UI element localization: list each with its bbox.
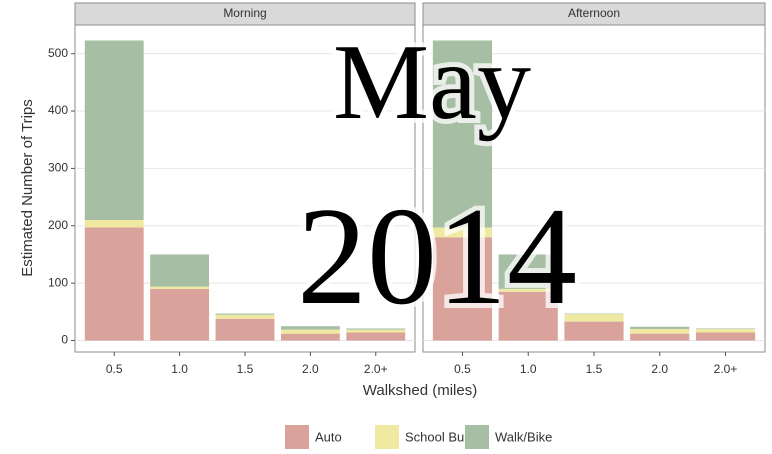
legend-label: School Bus [405,429,471,444]
x-tick-label: 2.0 [651,362,668,376]
legend-key [465,425,489,449]
bar-segment [695,332,756,341]
legend-label: Walk/Bike [495,429,552,444]
bar-segment [498,291,558,341]
bar-segment [150,288,210,341]
y-tick-label: 0 [61,333,68,347]
overlay-text: 2014 [297,179,577,334]
bar-segment [695,328,756,330]
facet-title: Afternoon [568,6,620,20]
x-tick-label: 1.5 [237,362,254,376]
x-tick-label: 0.5 [106,362,123,376]
x-axis-label: Walkshed (miles) [363,382,477,399]
bar-segment [564,321,624,341]
bar-segment [280,333,340,341]
y-tick-label: 500 [48,46,68,60]
bar-segment [84,40,144,221]
y-tick-label: 200 [48,218,68,232]
x-tick-label: 2.0 [302,362,319,376]
legend-label: Auto [315,429,342,444]
legend-key [285,425,309,449]
overlay-text: May [333,23,531,142]
y-axis-label: Estimated Number of Trips [19,99,36,277]
y-tick-label: 100 [48,275,68,289]
bar-segment [215,318,275,341]
x-tick-label: 0.5 [454,362,471,376]
y-tick-label: 300 [48,161,68,175]
bar-segment [564,313,624,315]
x-tick-label: 1.0 [520,362,537,376]
bar-segment [280,329,340,334]
bar-segment [346,332,406,341]
x-tick-label: 2.0+ [364,362,388,376]
bar-segment [150,286,210,289]
bar-segment [630,333,690,341]
bar-segment [432,227,493,238]
bar-segment [84,227,144,341]
bar-segment [564,314,624,322]
legend-key [375,425,399,449]
bar-segment [498,254,558,289]
bar-segment [695,329,756,333]
bar-segment [84,220,144,228]
x-tick-label: 1.5 [586,362,603,376]
bar-segment [346,329,406,333]
bar-segment [630,326,690,330]
bar-segment [215,313,275,315]
bar-segment [432,237,493,341]
facet-title: Morning [223,6,266,20]
y-tick-label: 400 [48,103,68,117]
bar-segment [280,326,340,330]
x-tick-label: 1.0 [171,362,188,376]
x-tick-label: 2.0+ [714,362,738,376]
bar-segment [432,40,493,228]
bar-segment [498,288,558,292]
bar-segment [150,254,210,287]
bar-segment [346,328,406,330]
bar-segment [215,314,275,319]
bar-segment [630,329,690,334]
